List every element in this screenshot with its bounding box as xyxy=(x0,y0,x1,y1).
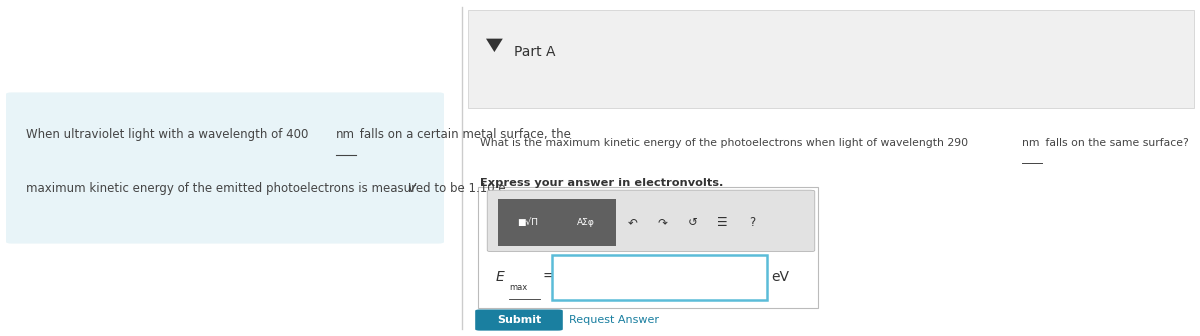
Text: eV: eV xyxy=(772,270,790,284)
FancyBboxPatch shape xyxy=(6,92,444,244)
Text: =: = xyxy=(542,270,554,284)
FancyBboxPatch shape xyxy=(475,309,563,331)
Text: Express your answer in electronvolts.: Express your answer in electronvolts. xyxy=(480,178,724,188)
Text: falls on the same surface?: falls on the same surface? xyxy=(1042,138,1188,148)
Text: Part A: Part A xyxy=(514,45,556,59)
Text: maximum kinetic energy of the emitted photoelectrons is measured to be 1.10 e: maximum kinetic energy of the emitted ph… xyxy=(26,182,506,195)
Text: ■√Π: ■√Π xyxy=(517,218,538,227)
Polygon shape xyxy=(486,39,503,52)
FancyBboxPatch shape xyxy=(498,199,557,246)
FancyBboxPatch shape xyxy=(552,255,767,300)
Text: Submit: Submit xyxy=(497,315,541,325)
Text: ?: ? xyxy=(749,216,756,229)
Text: When ultraviolet light with a wavelength of 400: When ultraviolet light with a wavelength… xyxy=(26,128,312,141)
Text: Request Answer: Request Answer xyxy=(569,315,659,325)
Text: nm: nm xyxy=(336,128,355,141)
FancyBboxPatch shape xyxy=(557,199,616,246)
Text: nm: nm xyxy=(1022,138,1040,148)
Text: E: E xyxy=(496,270,504,284)
Text: ↺: ↺ xyxy=(688,216,697,229)
FancyBboxPatch shape xyxy=(468,10,1194,108)
Text: .: . xyxy=(416,182,424,195)
FancyBboxPatch shape xyxy=(487,190,815,252)
Text: ↷: ↷ xyxy=(658,216,667,229)
Text: ↶: ↶ xyxy=(628,216,637,229)
Text: What is the maximum kinetic energy of the photoelectrons when light of wavelengt: What is the maximum kinetic energy of th… xyxy=(480,138,972,148)
Text: V: V xyxy=(407,182,415,195)
Text: falls on a certain metal surface, the: falls on a certain metal surface, the xyxy=(356,128,571,141)
Text: max: max xyxy=(509,283,527,292)
Text: AΣφ: AΣφ xyxy=(577,218,595,227)
Text: ☰: ☰ xyxy=(718,216,727,229)
